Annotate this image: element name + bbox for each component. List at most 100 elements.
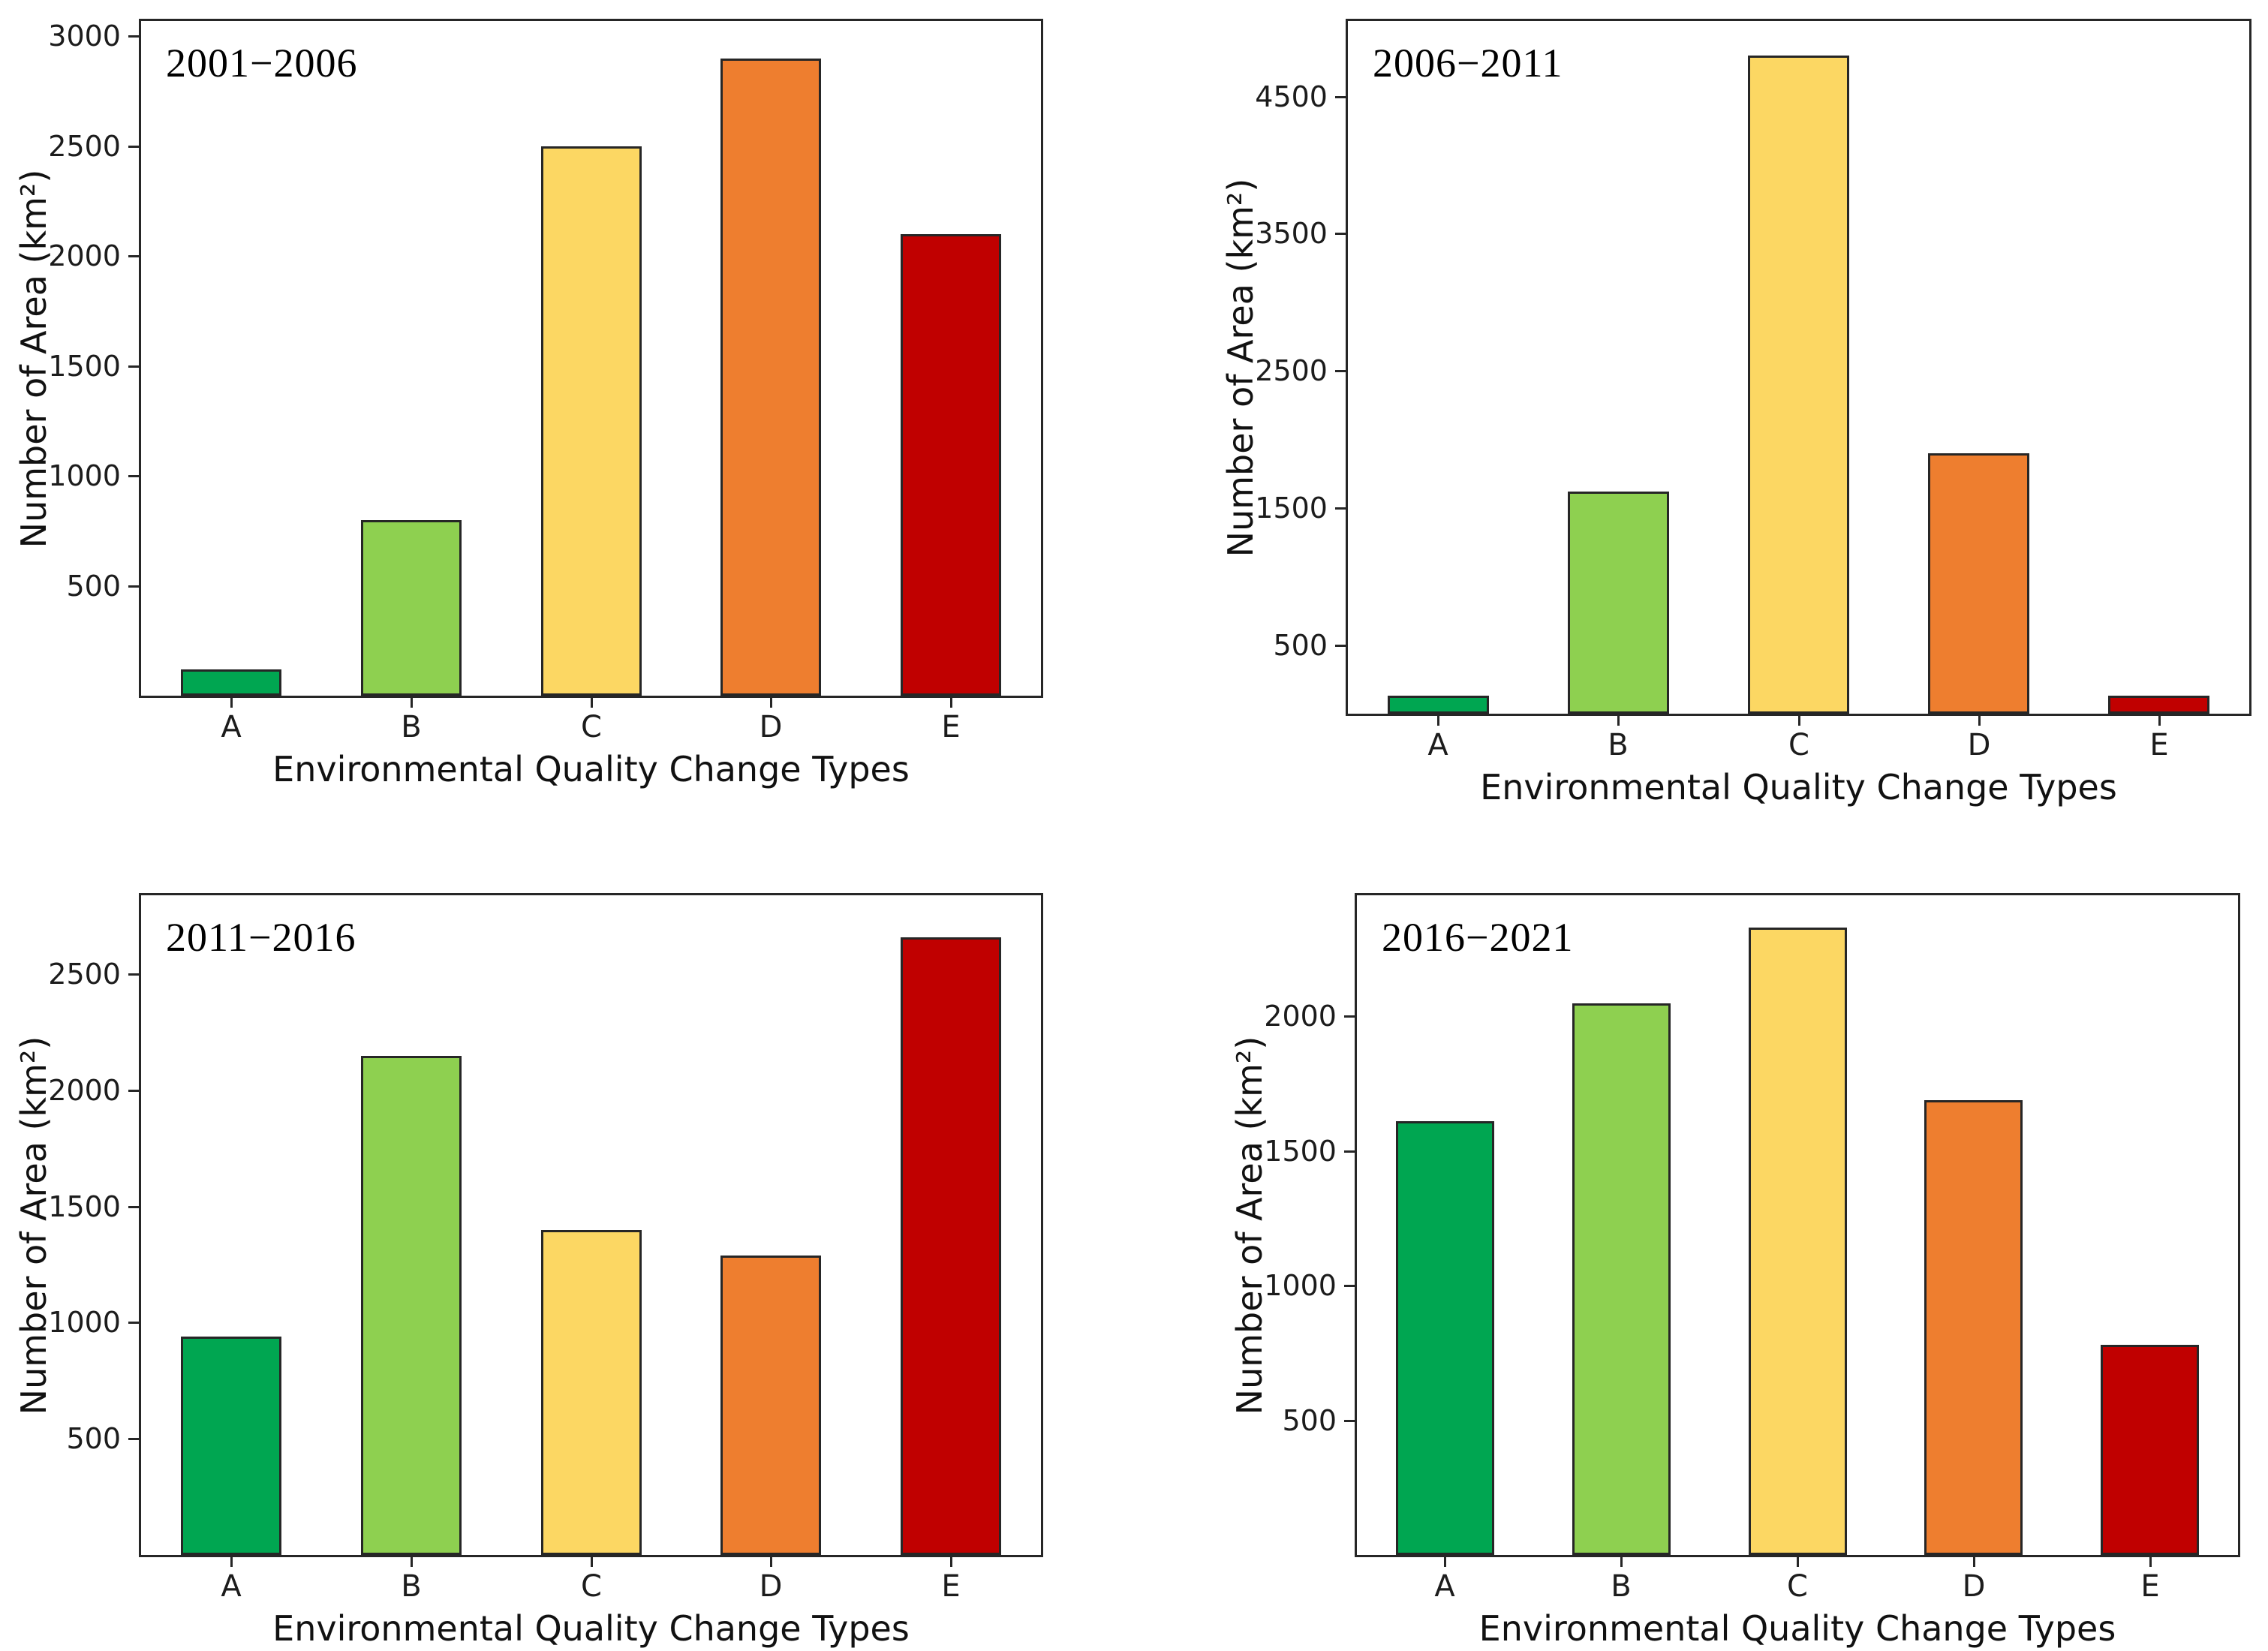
- x-tick-mark: [411, 1557, 413, 1567]
- y-tick-label: 2500: [48, 130, 121, 163]
- bar-D: [1928, 453, 2029, 714]
- bar-D: [1924, 1100, 2023, 1555]
- y-tick-label: 500: [1273, 629, 1328, 662]
- x-category-label-B: B: [1608, 728, 1629, 762]
- y-axis-label: Number of Area (km²): [14, 1036, 54, 1415]
- y-tick-label: 1500: [1264, 1135, 1337, 1168]
- bar-B: [1568, 492, 1669, 714]
- bar-A: [181, 1337, 281, 1555]
- y-tick-label: 3000: [48, 20, 121, 53]
- x-tick-mark: [230, 698, 233, 708]
- y-axis-label: Number of Area (km²): [1220, 178, 1261, 557]
- y-axis-label: Number of Area (km²): [14, 169, 54, 548]
- x-axis-label: Environmental Quality Change Types: [1480, 767, 2117, 807]
- x-category-label-D: D: [1962, 1569, 1986, 1604]
- bar-C: [1749, 928, 1847, 1555]
- x-axis-label: Environmental Quality Change Types: [272, 1608, 910, 1649]
- y-axis-label: Number of Area (km²): [1229, 1036, 1270, 1415]
- plot-area: [139, 19, 1043, 698]
- chart-period-title: 2001−2006: [166, 41, 358, 86]
- chart-period-title: 2011−2016: [166, 915, 356, 960]
- x-category-label-C: C: [581, 1569, 602, 1604]
- x-category-label-A: A: [1434, 1569, 1455, 1604]
- x-category-label-A: A: [221, 1569, 242, 1604]
- y-tick-mark: [128, 1322, 139, 1324]
- y-tick-label: 2000: [48, 1074, 121, 1107]
- y-tick-label: 500: [66, 1422, 121, 1455]
- x-category-label-C: C: [581, 710, 602, 744]
- bar-B: [361, 520, 462, 696]
- x-category-label-D: D: [759, 1569, 783, 1604]
- x-tick-mark: [2158, 716, 2161, 726]
- y-tick-label: 500: [66, 570, 121, 603]
- x-tick-mark: [591, 698, 593, 708]
- x-tick-mark: [591, 1557, 593, 1567]
- y-tick-label: 2000: [1264, 1000, 1337, 1033]
- plot-area: [1355, 893, 2240, 1557]
- bar-A: [1396, 1121, 1494, 1555]
- y-tick-mark: [1335, 507, 1346, 510]
- chart-period-title: 2016−2021: [1382, 915, 1574, 960]
- x-tick-mark: [950, 698, 952, 708]
- x-tick-mark: [411, 698, 413, 708]
- bar-D: [720, 1256, 821, 1555]
- x-axis-label: Environmental Quality Change Types: [1478, 1608, 2116, 1649]
- y-tick-mark: [128, 255, 139, 257]
- y-tick-mark: [128, 973, 139, 976]
- x-tick-mark: [1437, 716, 1439, 726]
- x-category-label-C: C: [1788, 728, 1809, 762]
- y-tick-label: 1000: [1264, 1269, 1337, 1302]
- y-tick-label: 4500: [1255, 80, 1328, 113]
- x-category-label-B: B: [1611, 1569, 1632, 1604]
- x-tick-mark: [1444, 1557, 1446, 1567]
- bar-E: [2108, 696, 2209, 714]
- y-tick-mark: [1344, 1420, 1355, 1422]
- bar-D: [720, 59, 821, 696]
- bar-C: [541, 146, 642, 696]
- plot-area: [139, 893, 1043, 1557]
- y-tick-label: 1500: [1255, 492, 1328, 525]
- plot-area: [1346, 19, 2251, 716]
- bar-E: [901, 234, 1001, 696]
- y-tick-mark: [128, 1438, 139, 1440]
- bar-C: [1748, 56, 1849, 714]
- x-tick-mark: [1617, 716, 1620, 726]
- x-category-label-D: D: [759, 710, 783, 744]
- x-category-label-E: E: [941, 710, 961, 744]
- bar-C: [541, 1230, 642, 1555]
- x-category-label-E: E: [2140, 1569, 2160, 1604]
- x-axis-label: Environmental Quality Change Types: [272, 749, 910, 789]
- y-tick-label: 2500: [1255, 354, 1328, 387]
- y-tick-label: 2000: [48, 239, 121, 272]
- y-tick-mark: [128, 1206, 139, 1208]
- x-tick-mark: [770, 1557, 772, 1567]
- x-tick-mark: [1797, 1557, 1799, 1567]
- x-category-label-B: B: [401, 1569, 422, 1604]
- y-tick-mark: [128, 475, 139, 477]
- x-category-label-A: A: [221, 710, 242, 744]
- x-tick-mark: [2149, 1557, 2152, 1567]
- y-tick-label: 1000: [48, 459, 121, 492]
- x-tick-mark: [1973, 1557, 1975, 1567]
- y-tick-mark: [1335, 370, 1346, 372]
- bar-E: [2101, 1345, 2199, 1555]
- y-tick-label: 2500: [48, 958, 121, 991]
- bar-B: [1572, 1003, 1671, 1555]
- y-tick-mark: [1335, 96, 1346, 98]
- y-tick-mark: [128, 365, 139, 368]
- x-category-label-E: E: [2149, 728, 2169, 762]
- x-category-label-B: B: [401, 710, 422, 744]
- y-tick-mark: [1344, 1285, 1355, 1287]
- bar-B: [361, 1056, 462, 1555]
- y-tick-mark: [1344, 1150, 1355, 1153]
- x-tick-mark: [230, 1557, 233, 1567]
- y-tick-mark: [1335, 233, 1346, 235]
- bar-A: [181, 669, 281, 696]
- y-tick-mark: [1335, 645, 1346, 647]
- y-tick-label: 500: [1282, 1404, 1337, 1437]
- y-tick-label: 1500: [48, 350, 121, 383]
- x-category-label-D: D: [1967, 728, 1991, 762]
- x-category-label-E: E: [941, 1569, 961, 1604]
- y-tick-mark: [1344, 1015, 1355, 1018]
